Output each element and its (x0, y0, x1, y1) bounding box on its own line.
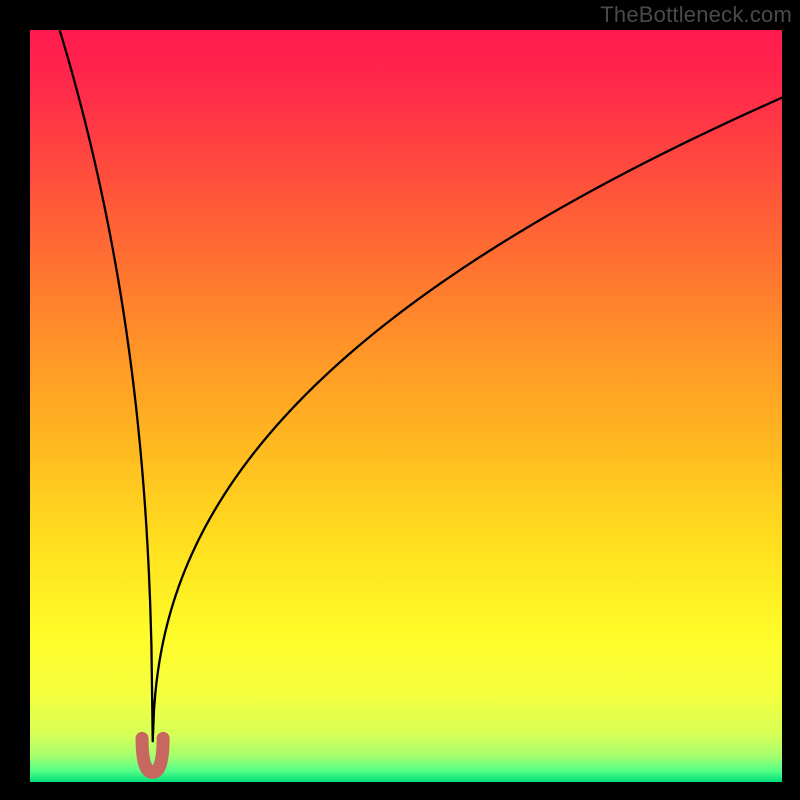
plot-gradient-background (30, 30, 782, 782)
bottleneck-chart (0, 0, 800, 800)
watermark-text: TheBottleneck.com (600, 2, 792, 28)
chart-container: TheBottleneck.com (0, 0, 800, 800)
